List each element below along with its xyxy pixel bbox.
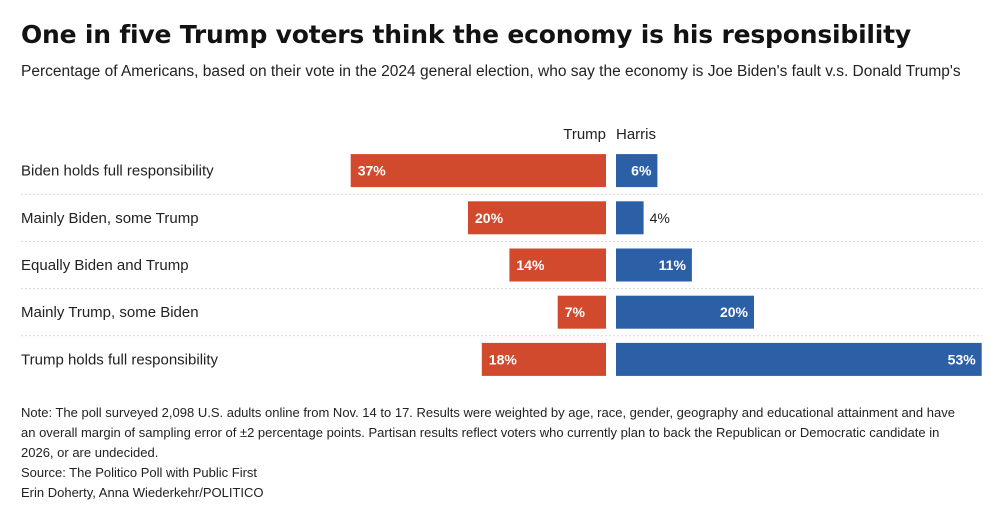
bar-harris (616, 248, 692, 282)
data-label-harris: 20% (720, 304, 749, 320)
category-label: Equally Biden and Trump (21, 257, 189, 274)
diverging-bar-chart: Trump Harris Biden holds full responsibili… (0, 120, 998, 385)
chart-footer: Note: The poll surveyed 2,098 U.S. adult… (21, 403, 971, 503)
chart-note: Note: The poll surveyed 2,098 U.S. adult… (21, 405, 955, 460)
bar-trump (481, 342, 606, 376)
bar-harris (616, 201, 644, 235)
bar-trump (557, 295, 606, 329)
bar-trump (509, 248, 606, 282)
data-label-trump: 20% (475, 210, 504, 226)
series-label-left: Trump (563, 126, 606, 143)
data-label-trump: 7% (565, 304, 586, 320)
bar-harris (616, 295, 754, 329)
bar-trump (350, 154, 606, 188)
category-label: Mainly Biden, some Trump (21, 210, 199, 227)
data-label-trump: 14% (516, 257, 545, 273)
series-label-right: Harris (616, 126, 656, 143)
data-label-trump: 37% (358, 163, 387, 179)
chart-credit: Erin Doherty, Anna Wiederkehr/POLITICO (21, 485, 264, 500)
data-label-harris: 11% (659, 257, 687, 273)
bar-harris (616, 342, 982, 376)
chart-title: One in five Trump voters think the econo… (21, 20, 912, 49)
bar-trump (468, 201, 606, 235)
data-label-trump: 18% (489, 351, 518, 367)
category-label: Biden holds full responsibility (21, 163, 214, 180)
category-label: Trump holds full responsibility (21, 351, 219, 368)
chart-source: Source: The Politico Poll with Public Fi… (21, 465, 258, 480)
data-label-harris: 6% (631, 163, 652, 179)
data-label-harris: 4% (650, 210, 670, 226)
data-label-harris: 53% (948, 351, 977, 367)
bar-harris (616, 154, 658, 188)
chart-subtitle: Percentage of Americans, based on their … (21, 63, 961, 80)
category-label: Mainly Trump, some Biden (21, 304, 199, 321)
chart-svg: Trump Harris Biden holds full responsibili… (21, 126, 982, 376)
